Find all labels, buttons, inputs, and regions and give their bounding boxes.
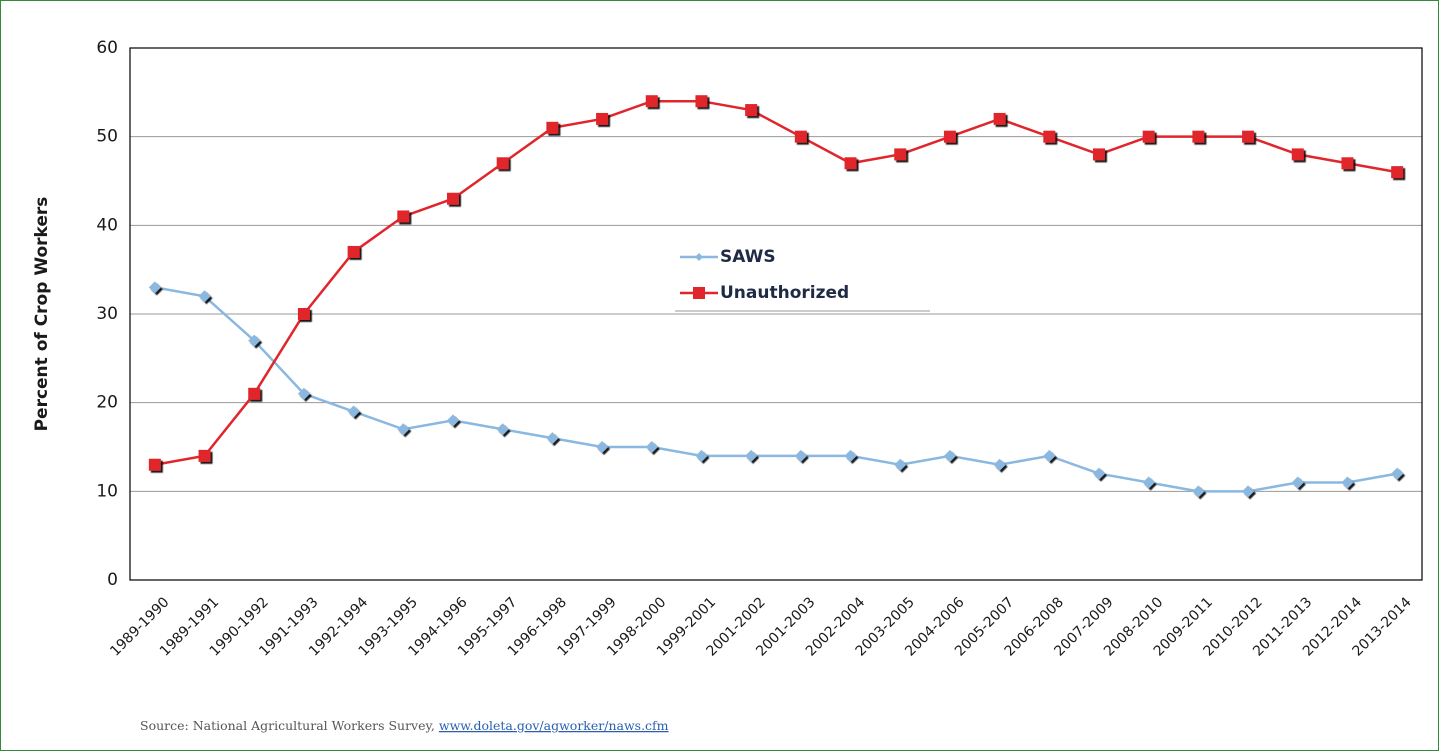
- marker: [1291, 476, 1304, 489]
- marker: [447, 414, 459, 427]
- legend-item: SAWS: [680, 247, 776, 267]
- legend-item: Unauthorized: [680, 283, 849, 303]
- y-tick-label: 60: [96, 38, 118, 58]
- marker: [794, 449, 807, 462]
- marker: [894, 458, 907, 471]
- marker: [695, 95, 708, 108]
- marker: [1192, 130, 1205, 143]
- y-tick-label: 50: [96, 127, 118, 147]
- y-axis-label: Percent of Crop Workers: [32, 197, 52, 432]
- y-tick-label: 20: [96, 393, 118, 413]
- y-tick-label: 40: [96, 215, 118, 235]
- marker: [695, 449, 708, 462]
- marker: [496, 423, 509, 436]
- marker: [745, 449, 758, 462]
- marker: [1043, 130, 1056, 143]
- marker: [447, 192, 459, 205]
- marker: [943, 449, 956, 462]
- marker: [1291, 148, 1304, 161]
- marker: [546, 121, 559, 134]
- legend-marker: [695, 253, 703, 261]
- marker: [397, 423, 410, 436]
- marker: [596, 441, 609, 453]
- marker: [844, 157, 857, 170]
- legend-marker: [693, 287, 705, 299]
- legend-label: SAWS: [720, 247, 776, 267]
- grid: [130, 47, 1422, 581]
- y-tick-label: 10: [96, 481, 118, 501]
- marker: [546, 432, 559, 445]
- marker: [1341, 157, 1354, 170]
- marker: [248, 387, 261, 400]
- marker: [1391, 166, 1404, 179]
- marker: [148, 458, 161, 471]
- marker: [148, 281, 161, 294]
- source-link[interactable]: www.doleta.gov/agworker/naws.cfm: [439, 718, 669, 733]
- marker: [1242, 130, 1255, 143]
- legend-label: Unauthorized: [720, 283, 849, 303]
- source: Source: National Agricultural Workers Su…: [140, 718, 669, 733]
- source-text: Source: National Agricultural Workers Su…: [140, 718, 439, 733]
- series: [148, 281, 1404, 498]
- marker: [993, 458, 1006, 471]
- line: [154, 99, 1398, 466]
- marker: [1093, 148, 1105, 161]
- line: [154, 286, 1398, 493]
- marker: [1142, 130, 1155, 143]
- marker: [844, 449, 857, 462]
- marker: [745, 104, 758, 117]
- marker: [1391, 467, 1404, 480]
- y-tick-label: 0: [107, 570, 118, 590]
- marker: [496, 157, 509, 170]
- marker: [794, 130, 807, 143]
- marker: [397, 210, 410, 223]
- marker: [297, 387, 310, 400]
- series: [148, 95, 1404, 471]
- marker: [1242, 485, 1255, 498]
- marker: [596, 112, 609, 125]
- marker: [198, 449, 211, 462]
- marker: [1142, 476, 1155, 489]
- marker: [894, 148, 907, 161]
- plot-area: [129, 47, 1423, 581]
- marker: [1093, 467, 1105, 480]
- marker: [645, 95, 658, 108]
- marker: [1192, 485, 1205, 498]
- marker: [297, 308, 310, 320]
- y-tick-label: 30: [96, 304, 118, 324]
- marker: [198, 290, 211, 303]
- marker: [248, 334, 261, 347]
- marker: [993, 112, 1006, 125]
- marker: [1341, 476, 1354, 489]
- marker: [347, 405, 360, 418]
- marker: [645, 441, 658, 453]
- marker: [347, 245, 360, 258]
- marker: [943, 130, 956, 143]
- marker: [1043, 449, 1056, 462]
